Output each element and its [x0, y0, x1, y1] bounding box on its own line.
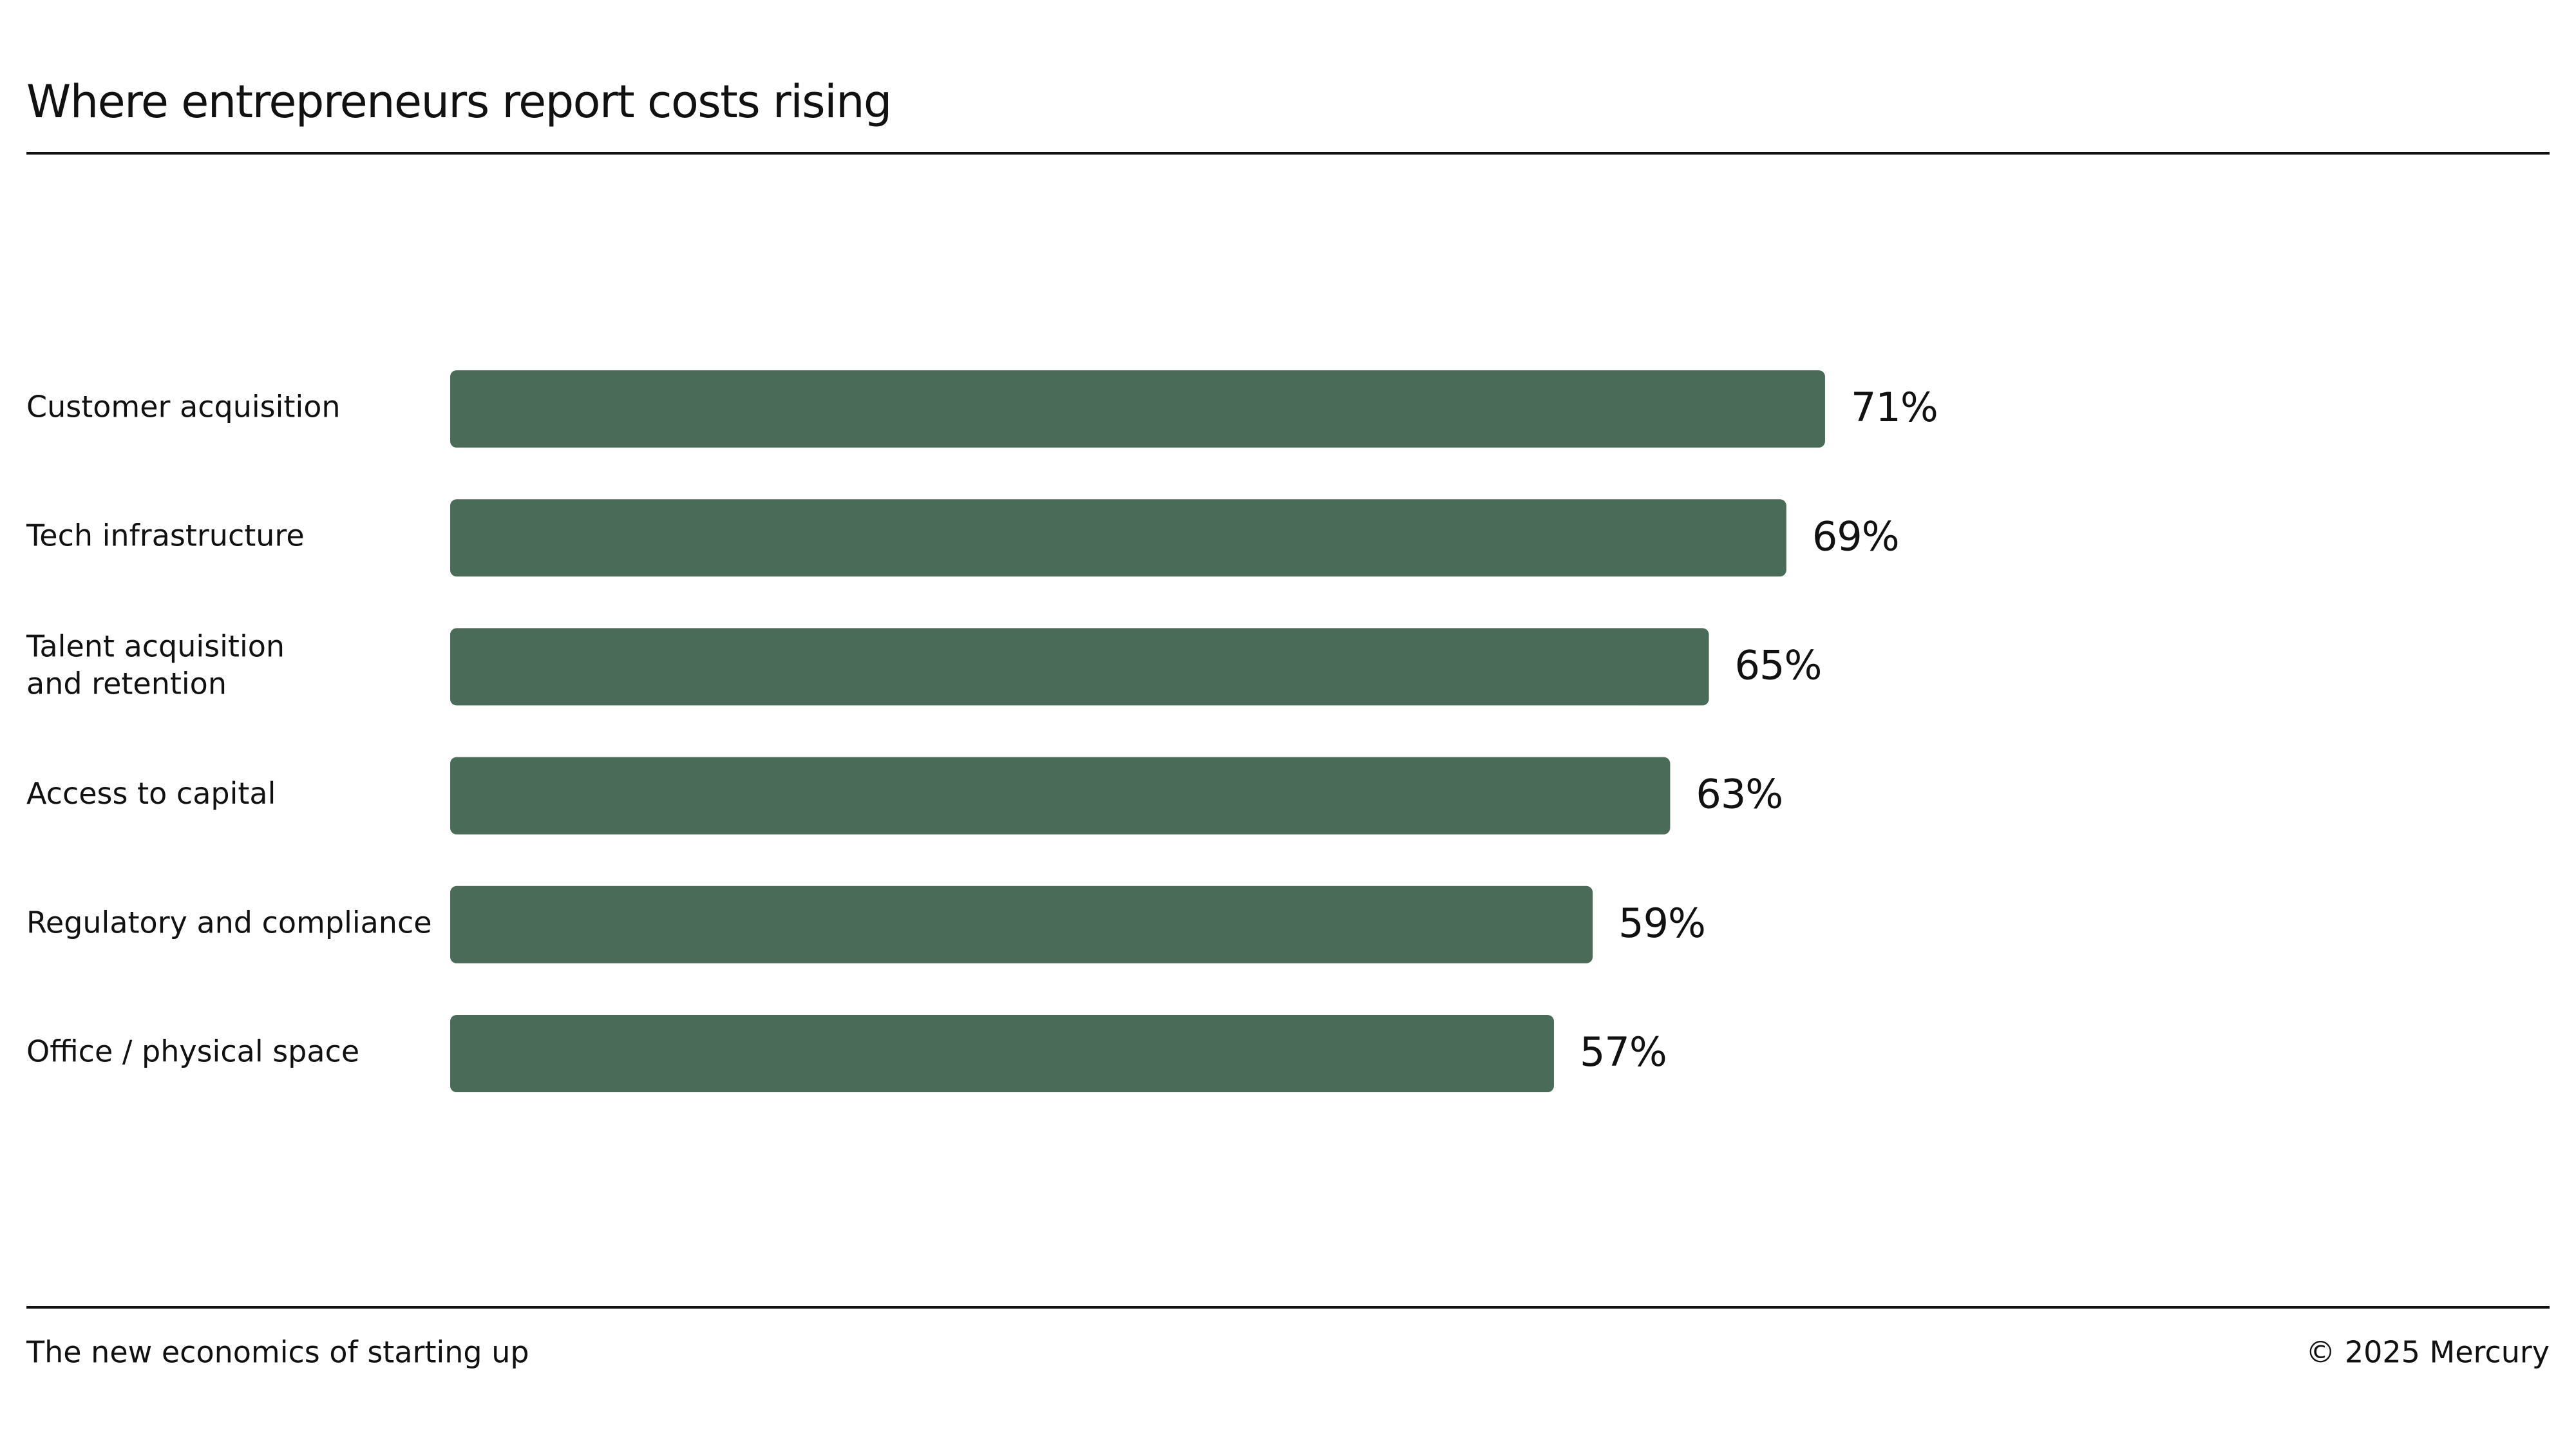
- bar: [450, 886, 1593, 963]
- category-label: Customer acquisition: [26, 390, 341, 424]
- category-label: Tech infrastructure: [26, 518, 305, 553]
- value-label: 59%: [1618, 900, 1705, 947]
- category-label: Access to capital: [26, 776, 276, 811]
- bar: [450, 370, 1825, 448]
- bar: [450, 1015, 1554, 1092]
- value-label: 71%: [1851, 384, 1938, 431]
- value-label: 63%: [1696, 771, 1783, 818]
- chart-title: Where entrepreneurs report costs rising: [26, 75, 891, 128]
- footer-left: The new economics of starting up: [26, 1335, 529, 1370]
- category-label: Regulatory and compliance: [26, 905, 432, 940]
- bar: [450, 628, 1709, 706]
- category-label-line: and retention: [26, 666, 227, 701]
- bar: [450, 499, 1786, 577]
- footer-right: © 2025 Mercury: [2306, 1335, 2550, 1370]
- value-label: 69%: [1812, 513, 1899, 560]
- bar: [450, 757, 1671, 835]
- category-label-line: Talent acquisition: [26, 629, 285, 663]
- value-label: 65%: [1735, 641, 1822, 688]
- category-label: Office / physical space: [26, 1034, 359, 1069]
- value-label: 57%: [1580, 1028, 1667, 1075]
- category-label: Talent acquisition and retention: [26, 629, 285, 701]
